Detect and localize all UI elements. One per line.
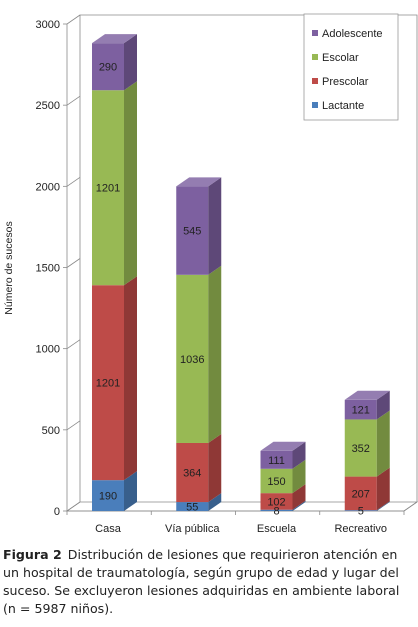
data-label: 545 (183, 226, 201, 238)
y-tick-connector (66, 177, 81, 187)
bar-segment (260, 509, 293, 511)
bar-segment-side (376, 467, 390, 511)
data-label: 111 (268, 455, 285, 467)
legend-entry: Lactante (322, 100, 364, 112)
bar-segment-side (124, 34, 137, 91)
bar-segment-side (376, 410, 390, 477)
bar-stack (92, 34, 137, 511)
bar-top (344, 390, 390, 400)
figure-label: Figura 2 (3, 547, 62, 562)
bar-segment (344, 419, 377, 477)
y-tick-connector (66, 95, 81, 106)
bar-top (92, 34, 137, 44)
bar-segment (176, 274, 209, 443)
legend: Adolescente Escolar Prescolar Lactante (303, 13, 399, 121)
data-label: 190 (99, 491, 117, 503)
bar-segment (176, 442, 209, 503)
legend-entry: Escolar (322, 52, 359, 64)
data-label: 1201 (96, 183, 120, 195)
figure-caption-text: Distribución de lesiones que requirieron… (3, 547, 400, 616)
legend-swatch (312, 102, 318, 108)
stacked-bar-chart: 0 500 1000 1500 2000 2500 3000 Casa Vía pública E… (3, 13, 418, 535)
bar-segment (344, 476, 377, 511)
bar-top (176, 177, 222, 187)
bar-segment-side (292, 500, 306, 511)
bar-segment-side (376, 390, 390, 420)
y-tick-connector (66, 420, 81, 431)
y-tick-label: 1000 (36, 344, 60, 356)
bar-segment-side (208, 493, 222, 511)
y-tick-connector (66, 14, 81, 25)
y-tick-label: 2000 (36, 181, 60, 193)
legend-entry: Prescolar (322, 76, 369, 88)
bar-top (260, 441, 306, 451)
y-axis-label: Número de sucesos (3, 221, 15, 314)
bar-segment (344, 510, 377, 511)
bar-segment (344, 399, 377, 420)
data-label: 121 (352, 405, 370, 417)
bar-segment (92, 90, 124, 286)
legend-swatch (312, 78, 318, 84)
axes: 0 500 1000 1500 2000 2500 3000 Casa Vía pública E… (36, 14, 418, 535)
y-tick-connector (66, 501, 81, 512)
bar-stack (344, 390, 390, 511)
y-tick-connector (66, 339, 81, 349)
bar-segment-side (124, 471, 137, 511)
bar-segment (260, 450, 293, 469)
data-label: 55 (186, 502, 198, 514)
bar-segment (260, 493, 293, 510)
legend-swatch (312, 54, 318, 60)
bar-segment (92, 43, 124, 91)
bar-segment (92, 480, 124, 511)
bar-segment (176, 186, 209, 275)
bar-stack (176, 177, 222, 511)
x-tick-label: Recreativo (334, 523, 387, 535)
legend-box (303, 13, 399, 121)
data-label: 290 (99, 62, 117, 74)
data-label: 5 (358, 506, 364, 518)
data-label: 352 (352, 443, 370, 455)
data-label: 102 (267, 496, 285, 508)
data-label: 150 (267, 476, 285, 488)
bar-segment-side (376, 501, 390, 511)
bar-segment-side (208, 433, 222, 503)
legend-swatch (312, 30, 318, 36)
data-label: 8 (273, 505, 279, 517)
bar-segment-side (292, 441, 306, 469)
floor-edge (403, 501, 418, 512)
y-tick-label: 500 (42, 425, 60, 437)
y-tick-label: 1500 (36, 263, 60, 275)
bar-segment-side (208, 177, 222, 275)
y-tick-label: 3000 (36, 19, 60, 31)
bar-segment-side (292, 484, 306, 510)
bar-segment (92, 285, 124, 481)
y-tick-label: 0 (54, 506, 60, 518)
bar-segment (260, 468, 293, 494)
figure-caption: Figura 2 Distribución de lesiones que req… (3, 546, 416, 618)
bars (92, 34, 390, 511)
legend-entry: Adolescente (322, 28, 383, 40)
data-label: 1036 (180, 354, 204, 366)
bar-segment-side (208, 265, 222, 443)
x-tick-label: Casa (95, 523, 122, 535)
bar-segment (176, 502, 209, 511)
bar-segment-side (124, 276, 137, 481)
bar-stack (260, 441, 306, 511)
bar-segment-side (292, 459, 306, 494)
data-label: 1201 (96, 378, 120, 390)
x-tick-label: Escuela (257, 523, 297, 535)
y-tick-label: 2500 (36, 100, 60, 112)
y-tick-connector (66, 258, 81, 268)
data-label: 364 (183, 468, 201, 480)
bar-segment-side (124, 81, 137, 286)
data-label: 207 (352, 488, 370, 500)
x-tick-label: Vía pública (165, 523, 220, 535)
